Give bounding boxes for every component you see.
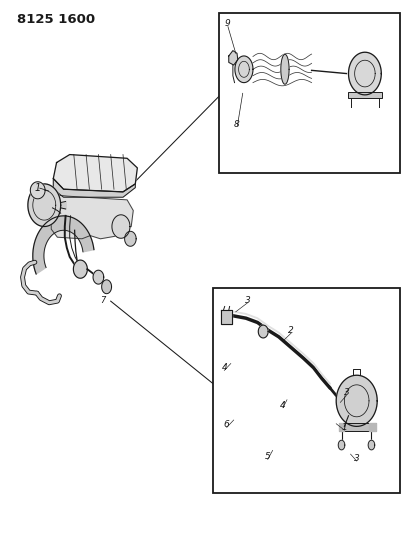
- Text: 9: 9: [224, 19, 230, 28]
- Text: 2: 2: [288, 326, 293, 335]
- Text: 3: 3: [244, 296, 250, 305]
- Polygon shape: [53, 155, 137, 192]
- Polygon shape: [30, 182, 45, 199]
- Polygon shape: [93, 270, 103, 284]
- Polygon shape: [124, 231, 136, 246]
- Polygon shape: [112, 215, 130, 238]
- Text: 1: 1: [34, 183, 40, 193]
- Polygon shape: [348, 52, 380, 95]
- Text: 3: 3: [353, 454, 359, 463]
- Polygon shape: [33, 216, 94, 274]
- Polygon shape: [368, 423, 375, 431]
- Polygon shape: [221, 310, 231, 324]
- Polygon shape: [28, 184, 61, 227]
- Text: 8125 1600: 8125 1600: [17, 13, 95, 26]
- Polygon shape: [367, 440, 374, 450]
- Polygon shape: [73, 260, 87, 278]
- Bar: [338, 423, 375, 431]
- Polygon shape: [234, 56, 252, 83]
- Bar: [219, 13, 399, 173]
- Bar: [213, 288, 399, 493]
- Polygon shape: [228, 51, 237, 65]
- Text: 3: 3: [343, 389, 348, 398]
- Polygon shape: [258, 325, 267, 338]
- Polygon shape: [53, 179, 135, 197]
- Polygon shape: [51, 195, 133, 239]
- Text: 6: 6: [223, 421, 229, 430]
- Polygon shape: [280, 54, 288, 84]
- Text: 7: 7: [100, 296, 106, 305]
- Text: 5: 5: [264, 453, 270, 462]
- Bar: [347, 92, 381, 98]
- Polygon shape: [101, 280, 111, 293]
- Polygon shape: [338, 423, 344, 431]
- Polygon shape: [335, 375, 376, 426]
- Text: 1: 1: [341, 423, 346, 432]
- Text: 4: 4: [221, 364, 227, 373]
- Text: 8: 8: [233, 120, 239, 129]
- Polygon shape: [337, 440, 344, 450]
- Text: 4: 4: [279, 401, 285, 410]
